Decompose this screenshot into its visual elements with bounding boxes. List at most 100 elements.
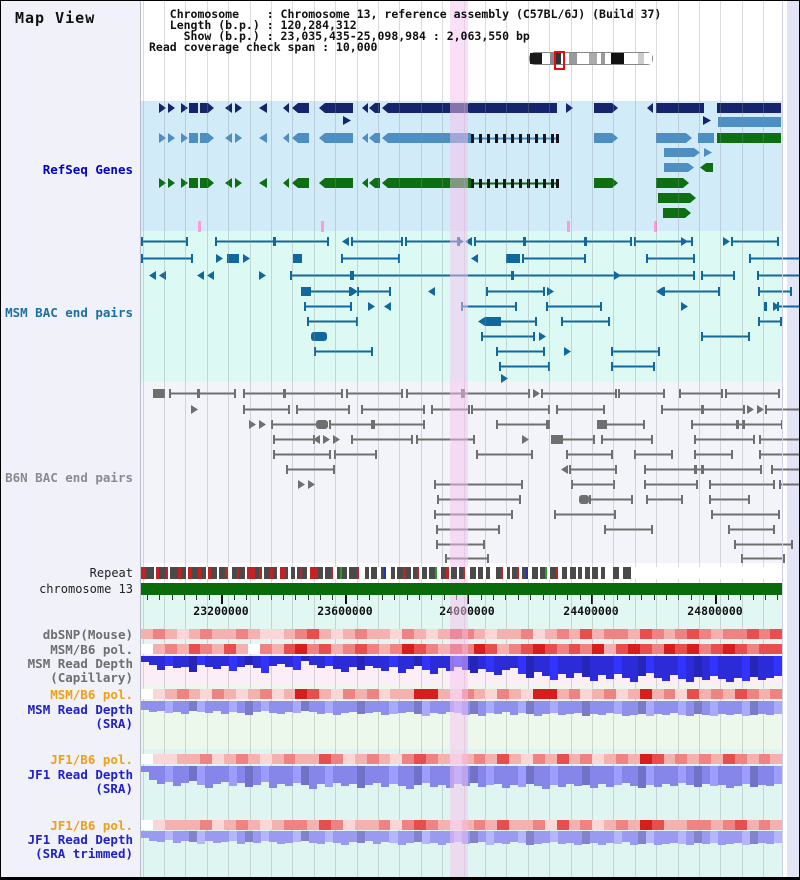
repeat-segment <box>208 567 211 579</box>
ideogram-band <box>624 53 638 64</box>
repeat-segment <box>333 567 337 579</box>
repeat-segment <box>181 567 186 579</box>
repeat-segment <box>300 567 302 579</box>
repeat-segment <box>435 567 437 579</box>
ideogram-band <box>555 53 561 64</box>
repeat-segment <box>397 567 403 579</box>
header-length-line: Length (b.p.) : 120,284,312 <box>149 18 357 32</box>
repeat-segment <box>510 567 512 579</box>
repeat-segment <box>417 567 419 579</box>
repeat-segment <box>459 567 463 579</box>
repeat-segment <box>532 567 538 579</box>
position-highlight-band <box>450 1 468 877</box>
repeat-segment <box>340 567 342 579</box>
repeat-segment <box>154 567 156 579</box>
bottom-track-label: (SRA) <box>95 716 133 731</box>
repeat-segment <box>550 567 556 579</box>
bottom-track-label: MSM/B6 pol. <box>50 687 133 702</box>
refseq-track-label: RefSeq Genes <box>42 162 133 177</box>
repeat-segment <box>570 567 576 579</box>
ideogram-band <box>530 53 542 64</box>
repeat-segment <box>567 567 570 579</box>
repeat-segment <box>228 567 232 579</box>
repeat-track <box>141 567 782 579</box>
bottom-track-label: (Capillary) <box>50 670 133 685</box>
repeat-segment <box>601 567 605 579</box>
repeat-segment <box>545 567 547 579</box>
repeat-segment <box>470 567 476 579</box>
repeat-segment <box>325 567 331 579</box>
repeat-segment <box>286 567 288 579</box>
header-show-line: Show (b.p.) : 23,035,435-25,098,984 : 2,… <box>149 29 530 43</box>
repeat-segment <box>619 567 623 579</box>
repeat-segment <box>349 567 357 579</box>
repeat-segment <box>219 567 225 579</box>
repeat-segment <box>146 567 154 579</box>
chromosome-ideogram[interactable] <box>529 51 653 70</box>
repeat-segment <box>582 567 585 579</box>
ideogram-band <box>577 53 589 64</box>
repeat-segment <box>188 567 192 579</box>
repeat-segment <box>159 567 166 579</box>
repeat-segment <box>225 567 228 579</box>
repeat-segment <box>522 567 526 579</box>
repeat-segment <box>211 567 217 579</box>
sidebar: RefSeq Genes MSM BAC end pairs B6N BAC e… <box>1 1 141 877</box>
repeat-segment <box>156 567 159 579</box>
repeat-segment <box>342 567 347 579</box>
repeat-segment <box>259 567 262 579</box>
repeat-segment <box>422 567 427 579</box>
repeat-segment <box>206 567 208 579</box>
repeat-segment <box>347 567 349 579</box>
repeat-segment <box>449 567 451 579</box>
repeat-segment <box>558 567 562 579</box>
repeat-segment <box>377 567 381 579</box>
repeat-segment <box>232 567 237 579</box>
repeat-segment <box>239 567 245 579</box>
repeat-segment <box>245 567 247 579</box>
repeat-segment <box>391 567 395 579</box>
repeat-segment <box>446 567 449 579</box>
bottom-track-label: JF1/B6 pol. <box>50 752 133 767</box>
repeat-segment <box>168 567 170 579</box>
repeat-segment <box>371 567 377 579</box>
repeat-segment <box>288 567 291 579</box>
ideogram-band <box>605 53 611 64</box>
repeat-segment <box>403 567 406 579</box>
bottom-track-label: MSM/B6 pol. <box>50 642 133 657</box>
bottom-track-label: MSM Read Depth <box>27 702 133 717</box>
repeat-segment <box>578 567 582 579</box>
repeat-segment <box>463 567 465 579</box>
repeat-segment <box>547 567 550 579</box>
repeat-segment <box>307 567 310 579</box>
repeat-segment <box>297 567 300 579</box>
chromosome-13-bar[interactable] <box>141 583 782 595</box>
repeat-segment <box>413 567 417 579</box>
repeat-segment <box>331 567 333 579</box>
repeat-segment <box>359 567 365 579</box>
repeat-segment <box>395 567 397 579</box>
repeat-segment <box>623 567 631 579</box>
repeat-segment <box>411 567 413 579</box>
repeat-segment <box>585 567 590 579</box>
repeat-segment <box>437 567 441 579</box>
bottom-track-label: JF1 Read Depth <box>27 832 133 847</box>
repeat-segment <box>192 567 198 579</box>
repeat-segment <box>427 567 429 579</box>
repeat-segment <box>365 567 369 579</box>
repeat-segment <box>486 567 490 579</box>
repeat-segment <box>264 567 270 579</box>
repeat-segment <box>201 567 206 579</box>
header-chromosome-line: Chromosome : Chromosome 13, reference as… <box>149 7 662 21</box>
bottom-track-label: (SRA) <box>95 781 133 796</box>
repeat-segment <box>141 567 146 579</box>
repeat-segment <box>337 567 340 579</box>
ideogram-band <box>611 53 624 64</box>
repeat-segment <box>631 567 637 579</box>
bottom-track-label: (SRA trimmed) <box>35 846 133 861</box>
right-margin-band <box>787 1 799 877</box>
ideogram-band <box>601 53 605 64</box>
repeat-segment <box>318 567 323 579</box>
repeat-segment <box>247 567 255 579</box>
ideogram-band <box>644 53 652 64</box>
